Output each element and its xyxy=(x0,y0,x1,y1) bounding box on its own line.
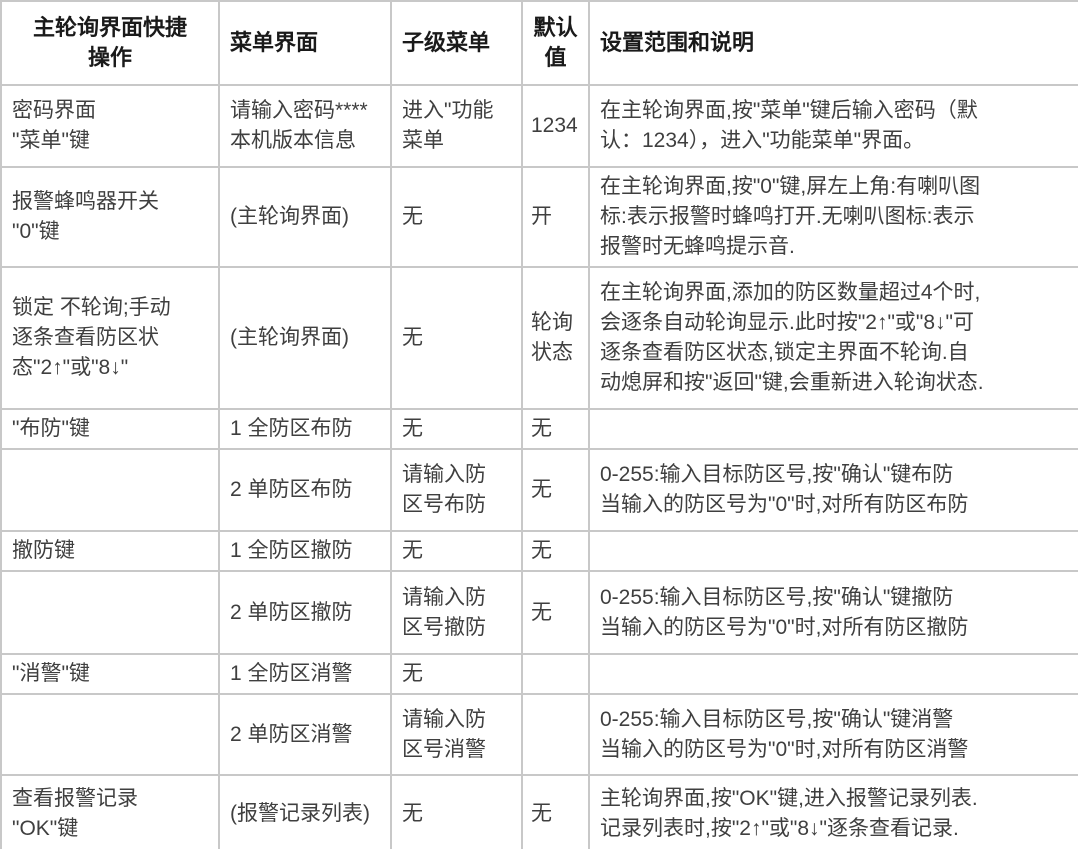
table-row: 查看报警记录 "OK"键 (报警记录列表) 无 无 主轮询界面,按"OK"键,进… xyxy=(0,774,1078,849)
cell-op: 报警蜂鸣器开关 "0"键 xyxy=(0,166,220,268)
table-row: 报警蜂鸣器开关 "0"键 (主轮询界面) 无 开 在主轮询界面,按"0"键,屏左… xyxy=(0,166,1078,268)
cell-submenu: 无 xyxy=(390,530,523,572)
cell-default-value: 无 xyxy=(521,774,590,849)
cell-desc xyxy=(588,653,1078,695)
cell-default-value: 无 xyxy=(521,530,590,572)
cell-default-value: 轮询 状态 xyxy=(521,266,590,410)
cell-menu: 2 单防区布防 xyxy=(218,448,392,532)
header-menu: 菜单界面 xyxy=(218,0,392,86)
cell-desc: 0-255:输入目标防区号,按"确认"键撤防 当输入的防区号为"0"时,对所有防… xyxy=(588,570,1078,655)
cell-submenu: 无 xyxy=(390,774,523,849)
cell-op xyxy=(0,693,220,776)
header-op: 主轮询界面快捷 操作 xyxy=(0,0,220,86)
cell-submenu: 进入"功能 菜单 xyxy=(390,84,523,168)
table-row: 2 单防区撤防 请输入防 区号撤防 无 0-255:输入目标防区号,按"确认"键… xyxy=(0,570,1078,655)
cell-default-value: 无 xyxy=(521,448,590,532)
table-row: 锁定 不轮询;手动 逐条查看防区状 态"2↑"或"8↓" (主轮询界面) 无 轮… xyxy=(0,266,1078,410)
table-row: 密码界面 "菜单"键 请输入密码**** 本机版本信息 进入"功能 菜单 123… xyxy=(0,84,1078,168)
cell-desc: 0-255:输入目标防区号,按"确认"键布防 当输入的防区号为"0"时,对所有防… xyxy=(588,448,1078,532)
cell-op: 锁定 不轮询;手动 逐条查看防区状 态"2↑"或"8↓" xyxy=(0,266,220,410)
cell-desc: 主轮询界面,按"OK"键,进入报警记录列表. 记录列表时,按"2↑"或"8↓"逐… xyxy=(588,774,1078,849)
header-default-value: 默认 值 xyxy=(521,0,590,86)
cell-op: 查看报警记录 "OK"键 xyxy=(0,774,220,849)
cell-desc: 在主轮询界面,按"0"键,屏左上角:有喇叭图 标:表示报警时蜂鸣打开.无喇叭图标… xyxy=(588,166,1078,268)
cell-menu: (报警记录列表) xyxy=(218,774,392,849)
table-row: 撤防键 1 全防区撤防 无 无 xyxy=(0,530,1078,572)
table-row: "布防"键 1 全防区布防 无 无 xyxy=(0,408,1078,450)
cell-op xyxy=(0,570,220,655)
cell-submenu: 无 xyxy=(390,408,523,450)
cell-menu: (主轮询界面) xyxy=(218,166,392,268)
table-row: 2 单防区布防 请输入防 区号布防 无 0-255:输入目标防区号,按"确认"键… xyxy=(0,448,1078,532)
cell-menu: 请输入密码**** 本机版本信息 xyxy=(218,84,392,168)
cell-op xyxy=(0,448,220,532)
cell-op: 撤防键 xyxy=(0,530,220,572)
cell-default-value xyxy=(521,653,590,695)
table-row: 2 单防区消警 请输入防 区号消警 0-255:输入目标防区号,按"确认"键消警… xyxy=(0,693,1078,776)
table-header-row: 主轮询界面快捷 操作 菜单界面 子级菜单 默认 值 设置范围和说明 xyxy=(0,0,1078,86)
cell-menu: 1 全防区撤防 xyxy=(218,530,392,572)
cell-desc xyxy=(588,408,1078,450)
cell-desc: 0-255:输入目标防区号,按"确认"键消警 当输入的防区号为"0"时,对所有防… xyxy=(588,693,1078,776)
cell-submenu: 无 xyxy=(390,266,523,410)
cell-desc: 在主轮询界面,按"菜单"键后输入密码（默 认：1234），进入"功能菜单"界面。 xyxy=(588,84,1078,168)
cell-submenu: 请输入防 区号消警 xyxy=(390,693,523,776)
cell-menu: 1 全防区布防 xyxy=(218,408,392,450)
cell-default-value: 无 xyxy=(521,408,590,450)
header-submenu: 子级菜单 xyxy=(390,0,523,86)
cell-op: "消警"键 xyxy=(0,653,220,695)
cell-menu: 2 单防区消警 xyxy=(218,693,392,776)
cell-default-value: 无 xyxy=(521,570,590,655)
cell-op: 密码界面 "菜单"键 xyxy=(0,84,220,168)
cell-submenu: 请输入防 区号撤防 xyxy=(390,570,523,655)
cell-menu: (主轮询界面) xyxy=(218,266,392,410)
cell-menu: 2 单防区撤防 xyxy=(218,570,392,655)
cell-default-value: 1234 xyxy=(521,84,590,168)
header-desc: 设置范围和说明 xyxy=(588,0,1078,86)
cell-default-value: 开 xyxy=(521,166,590,268)
cell-submenu: 请输入防 区号布防 xyxy=(390,448,523,532)
cell-desc: 在主轮询界面,添加的防区数量超过4个时, 会逐条自动轮询显示.此时按"2↑"或"… xyxy=(588,266,1078,410)
cell-submenu: 无 xyxy=(390,166,523,268)
cell-op: "布防"键 xyxy=(0,408,220,450)
cell-menu: 1 全防区消警 xyxy=(218,653,392,695)
cell-desc xyxy=(588,530,1078,572)
table-row: "消警"键 1 全防区消警 无 xyxy=(0,653,1078,695)
cell-default-value xyxy=(521,693,590,776)
cell-submenu: 无 xyxy=(390,653,523,695)
